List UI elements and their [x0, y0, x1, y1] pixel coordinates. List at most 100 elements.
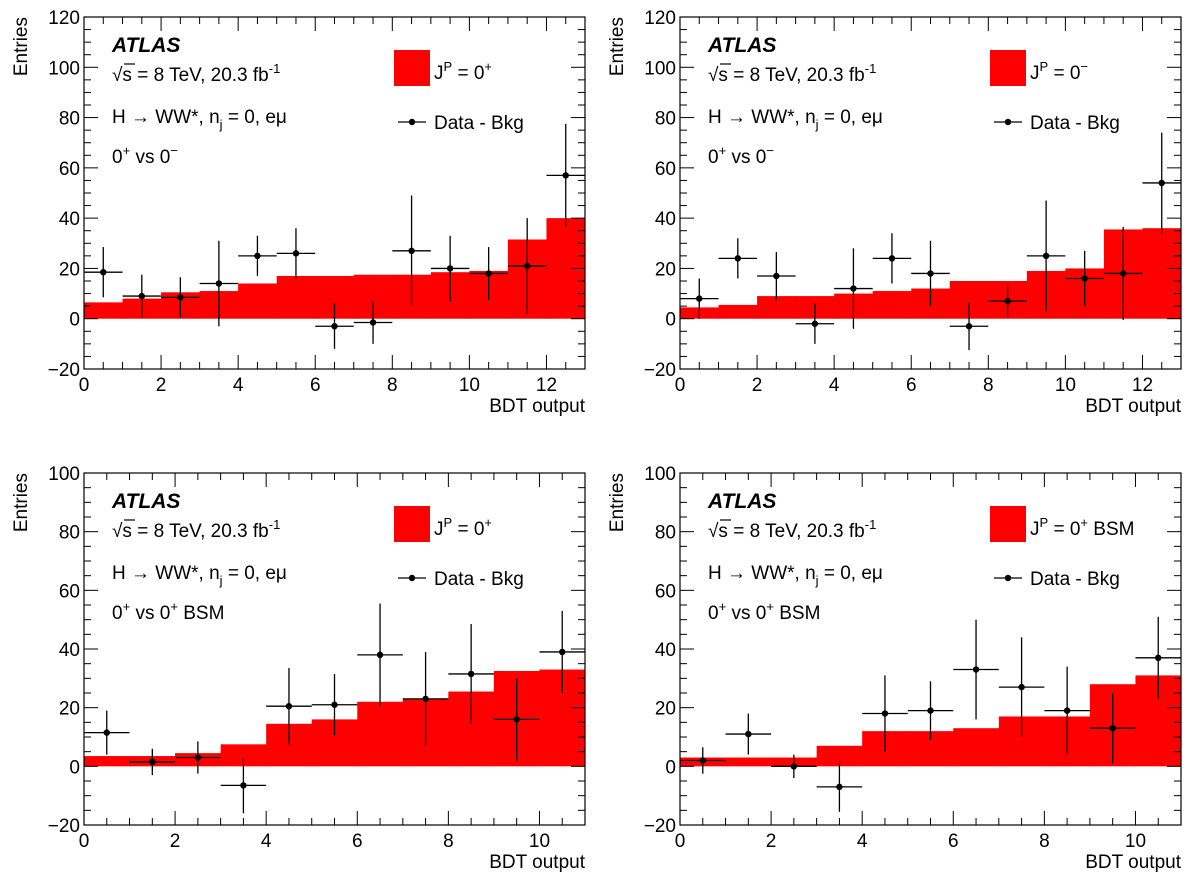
- y-axis-label: Entries: [11, 17, 32, 76]
- histogram-bar: [725, 757, 772, 767]
- data-marker: [422, 695, 429, 703]
- data-point: [1103, 226, 1143, 320]
- data-marker: [927, 270, 934, 277]
- ticks: [83, 16, 586, 370]
- data-marker: [285, 703, 293, 710]
- data-marker: [1018, 683, 1025, 691]
- data-marker: [1042, 252, 1050, 260]
- legend-hist-label: JP = 0+ BSM: [1030, 515, 1134, 540]
- y-tick-label: −20: [48, 816, 80, 837]
- histogram-bar: [238, 283, 278, 319]
- y-tick-label: 60: [59, 581, 80, 602]
- x-axis-label: BDT output: [489, 396, 585, 417]
- x-tick-label: 0: [675, 831, 686, 852]
- data-point: [392, 195, 431, 307]
- data-point: [1065, 250, 1104, 307]
- data-marker: [103, 729, 110, 736]
- data-point: [1026, 200, 1066, 312]
- data-point: [771, 754, 817, 779]
- legend-swatch: [990, 506, 1026, 542]
- data-marker: [1109, 725, 1116, 732]
- channel-label: H → WW*, nj = 0, eμ: [708, 107, 883, 132]
- data-marker: [331, 323, 338, 330]
- hypothesis-label: 0+ vs 0−: [708, 143, 774, 168]
- data-marker: [485, 270, 492, 277]
- hypothesis-label: 0+ vs 0+ BSM: [708, 599, 820, 624]
- x-axis-label: BDT output: [1085, 852, 1181, 873]
- histogram-bar: [84, 302, 124, 319]
- data-marker: [965, 323, 973, 330]
- data-marker: [254, 252, 261, 260]
- y-tick-label: 0: [69, 757, 80, 778]
- y-tick-label: 0: [665, 757, 676, 778]
- histogram-bar: [220, 744, 267, 767]
- channel-label: H → WW*, nj = 0, eμ: [112, 107, 287, 132]
- y-tick-label: 60: [655, 581, 676, 602]
- data-marker: [1063, 707, 1071, 714]
- legend-swatch: [394, 506, 430, 542]
- data-point: [493, 678, 540, 761]
- data-marker: [408, 247, 415, 255]
- data-point: [122, 274, 162, 318]
- x-tick-label: 0: [675, 375, 686, 396]
- data-marker: [1155, 654, 1162, 661]
- data-point: [834, 248, 873, 329]
- y-tick-label: 80: [59, 109, 80, 130]
- data-point: [357, 603, 403, 707]
- data-point: [469, 247, 508, 300]
- data-point: [680, 278, 719, 319]
- data-point: [507, 218, 547, 314]
- y-tick-label: 120: [48, 8, 80, 29]
- histogram-bar: [757, 296, 797, 319]
- ticks: [83, 472, 586, 826]
- atlas-label: ATLAS: [111, 490, 180, 513]
- x-tick-label: 0: [79, 831, 90, 852]
- data-point: [862, 675, 908, 752]
- data-marker: [1158, 179, 1165, 187]
- y-tick-label: 120: [644, 8, 676, 29]
- x-tick-label: 2: [156, 375, 167, 396]
- y-tick-label: 100: [48, 58, 80, 79]
- x-tick-label: 12: [1132, 375, 1153, 396]
- y-tick-label: 40: [655, 209, 676, 230]
- data-marker: [513, 716, 520, 723]
- x-tick-label: 6: [352, 831, 363, 852]
- data-marker: [850, 285, 857, 292]
- data-marker: [138, 292, 146, 300]
- x-tick-label: 4: [233, 375, 244, 396]
- data-point: [84, 247, 123, 298]
- y-tick-label: 0: [69, 310, 80, 331]
- histogram-bar: [953, 728, 1000, 767]
- data-marker: [376, 651, 384, 659]
- x-tick-label: 10: [1125, 831, 1146, 852]
- energy-lumi-label: √s = 8 TeV, 20.3 fb-1: [112, 517, 280, 542]
- histogram-bar: [276, 275, 316, 319]
- data-point: [953, 619, 999, 720]
- legend-hist-label: JP = 0+: [434, 515, 492, 540]
- data-point: [430, 235, 470, 302]
- y-tick-label: 20: [655, 699, 676, 720]
- legend-data-label: Data - Bkg: [434, 113, 524, 134]
- data-point: [795, 303, 835, 344]
- x-tick-label: 4: [829, 375, 840, 396]
- legend-hist-label: JP = 0−: [1030, 59, 1088, 84]
- data-marker: [699, 757, 706, 764]
- x-tick-label: 0: [79, 375, 90, 396]
- data-point: [718, 238, 758, 279]
- x-tick-label: 8: [443, 831, 454, 852]
- y-tick-label: −20: [644, 816, 676, 837]
- y-tick-label: −20: [48, 360, 80, 381]
- x-tick-label: 4: [857, 831, 868, 852]
- y-tick-label: 40: [59, 209, 80, 230]
- x-tick-label: 4: [261, 831, 272, 852]
- y-tick-label: 40: [655, 640, 676, 661]
- data-marker: [888, 255, 896, 262]
- data-points: [84, 603, 585, 814]
- data-marker: [177, 294, 184, 301]
- x-tick-label: 6: [906, 375, 917, 396]
- data-point: [238, 235, 277, 276]
